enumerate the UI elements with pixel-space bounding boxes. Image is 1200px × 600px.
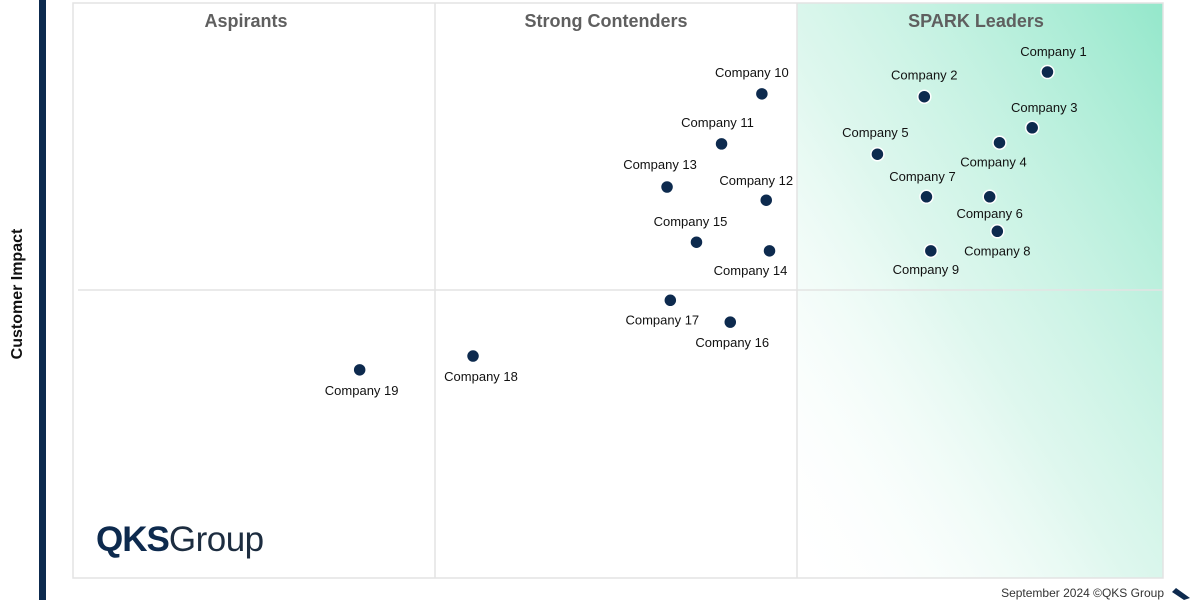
- data-point: [919, 189, 934, 205]
- data-label: Company 6: [956, 206, 1022, 221]
- data-point: [992, 135, 1007, 150]
- data-point: [1040, 64, 1055, 80]
- data-point: [352, 362, 367, 378]
- data-label: Company 15: [654, 214, 728, 229]
- data-point: [758, 192, 774, 208]
- data-label: Company 8: [964, 243, 1030, 258]
- y-axis-label: Customer Impact: [9, 228, 26, 360]
- data-label: Company 10: [715, 65, 789, 80]
- data-point: [659, 179, 675, 195]
- data-label: Company 3: [1011, 100, 1077, 115]
- data-point: [990, 224, 1005, 239]
- data-point: [465, 348, 481, 364]
- data-point: [762, 243, 777, 259]
- data-point: [663, 293, 678, 308]
- data-label: Company 9: [893, 262, 959, 277]
- data-label: Company 12: [719, 173, 793, 188]
- data-point: [923, 243, 939, 259]
- data-label: Company 7: [889, 169, 955, 184]
- data-point: [917, 89, 932, 104]
- data-point: [982, 189, 997, 205]
- data-label: Company 2: [891, 68, 957, 83]
- data-label: Company 11: [681, 115, 754, 130]
- data-point: [714, 136, 729, 152]
- data-label: Company 16: [695, 335, 769, 350]
- data-label: Company 14: [714, 263, 788, 278]
- data-point: [1024, 120, 1040, 136]
- data-label: Company 1: [1020, 44, 1086, 59]
- footer-copyright: September 2024 ©QKS Group: [1001, 586, 1164, 600]
- data-label: Company 5: [842, 125, 908, 140]
- data-label: Company 17: [625, 312, 699, 327]
- data-point: [723, 314, 738, 330]
- quadrant-label-spark-leaders: SPARK Leaders: [908, 11, 1044, 31]
- y-axis-bar: [39, 0, 46, 600]
- qks-logo: QKSGroup: [96, 520, 264, 559]
- data-point: [870, 146, 885, 162]
- quadrant-label-aspirants: Aspirants: [204, 11, 287, 31]
- data-point: [689, 234, 704, 250]
- quadrant-label-strong-contenders: Strong Contenders: [524, 11, 687, 31]
- x-axis-arrow-icon: [1172, 588, 1190, 600]
- data-label: Company 19: [325, 383, 399, 398]
- data-label: Company 13: [623, 157, 697, 172]
- data-label: Company 4: [960, 155, 1026, 170]
- data-label: Company 18: [444, 369, 518, 384]
- data-point: [754, 86, 770, 102]
